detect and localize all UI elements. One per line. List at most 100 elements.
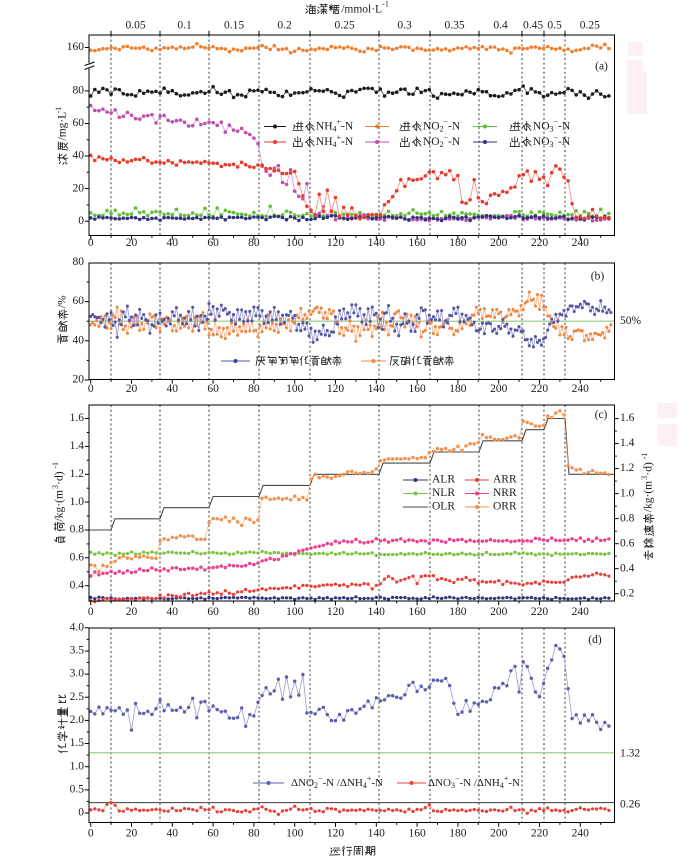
svg-text:OLR: OLR xyxy=(432,501,455,513)
svg-text:160: 160 xyxy=(408,606,426,618)
svg-text:100: 100 xyxy=(286,828,304,840)
svg-text:80: 80 xyxy=(73,256,85,268)
svg-text:1.4: 1.4 xyxy=(620,437,635,449)
svg-text:180: 180 xyxy=(449,828,467,840)
svg-text:·d): ·d) xyxy=(54,471,66,485)
svg-text:40: 40 xyxy=(167,237,179,249)
svg-text:0.26: 0.26 xyxy=(620,798,640,810)
svg-text:0.8: 0.8 xyxy=(620,512,635,524)
svg-text:/kg·(m: /kg·(m xyxy=(643,481,655,512)
svg-text:100: 100 xyxy=(286,237,304,249)
svg-text:160: 160 xyxy=(67,41,85,53)
svg-text:-1: -1 xyxy=(382,0,389,9)
svg-text:/kg·(m: /kg·(m xyxy=(54,490,66,521)
svg-text:(a): (a) xyxy=(595,61,608,73)
svg-text:3.0: 3.0 xyxy=(70,668,85,680)
svg-text:80: 80 xyxy=(73,85,85,97)
svg-text:140: 140 xyxy=(368,828,386,840)
svg-text:140: 140 xyxy=(368,237,386,249)
svg-text:3: 3 xyxy=(640,476,649,480)
svg-text:60: 60 xyxy=(207,828,219,840)
svg-text:ALR: ALR xyxy=(432,474,455,486)
svg-text:80: 80 xyxy=(248,237,260,249)
svg-text:200: 200 xyxy=(490,383,508,395)
svg-text:220: 220 xyxy=(531,606,549,618)
svg-text:NH4+-N: NH4+-N xyxy=(316,133,354,149)
svg-text:3.5: 3.5 xyxy=(70,645,85,657)
svg-text:20: 20 xyxy=(126,237,138,249)
svg-text:40: 40 xyxy=(73,334,85,346)
svg-text:1.32: 1.32 xyxy=(620,748,640,760)
svg-text:80: 80 xyxy=(248,383,260,395)
svg-text:160: 160 xyxy=(408,237,426,249)
svg-text:180: 180 xyxy=(449,606,467,618)
svg-text:160: 160 xyxy=(408,828,426,840)
svg-text:140: 140 xyxy=(368,383,386,395)
svg-text:0: 0 xyxy=(78,215,84,227)
svg-text:0.25: 0.25 xyxy=(334,20,354,32)
svg-text:200: 200 xyxy=(490,606,508,618)
svg-text:/mg·L: /mg·L xyxy=(57,112,69,141)
svg-text:1.6: 1.6 xyxy=(70,412,85,424)
svg-text:240: 240 xyxy=(572,383,590,395)
svg-text:200: 200 xyxy=(490,237,508,249)
svg-text:NRR: NRR xyxy=(493,487,517,499)
svg-text:0: 0 xyxy=(88,828,94,840)
svg-text:NLR: NLR xyxy=(432,487,455,499)
svg-text:1.5: 1.5 xyxy=(70,737,85,749)
svg-text:·d): ·d) xyxy=(643,462,655,476)
svg-text:0.6: 0.6 xyxy=(70,551,85,563)
svg-text:60: 60 xyxy=(73,117,85,129)
svg-text:0.4: 0.4 xyxy=(70,579,85,591)
svg-text:50%: 50% xyxy=(620,315,642,327)
svg-text:2.5: 2.5 xyxy=(70,691,85,703)
svg-text:80: 80 xyxy=(248,606,260,618)
svg-text:ARR: ARR xyxy=(493,474,517,486)
svg-text:60: 60 xyxy=(207,606,219,618)
svg-text:0.4: 0.4 xyxy=(493,20,508,32)
svg-text:0.3: 0.3 xyxy=(397,20,412,32)
svg-text:20: 20 xyxy=(73,374,85,386)
svg-text:(b): (b) xyxy=(591,271,605,283)
svg-text:ΔNO3−-N /ΔNH4+-N: ΔNO3−-N /ΔNH4+-N xyxy=(428,774,520,790)
svg-text:1.2: 1.2 xyxy=(620,462,635,474)
svg-text:60: 60 xyxy=(207,383,219,395)
svg-text:0.5: 0.5 xyxy=(547,20,562,32)
svg-text:40: 40 xyxy=(167,828,179,840)
svg-text:80: 80 xyxy=(248,828,260,840)
svg-text:1.0: 1.0 xyxy=(620,487,635,499)
svg-text:100: 100 xyxy=(286,606,304,618)
svg-text:-1: -1 xyxy=(51,462,60,469)
svg-text:0.2: 0.2 xyxy=(620,587,635,599)
svg-text:160: 160 xyxy=(408,383,426,395)
svg-text:0.8: 0.8 xyxy=(70,524,85,536)
svg-text:220: 220 xyxy=(531,237,549,249)
svg-text:0: 0 xyxy=(88,606,94,618)
svg-text:(c): (c) xyxy=(595,409,608,421)
svg-text:-1: -1 xyxy=(54,107,63,114)
svg-text:ORR: ORR xyxy=(493,501,517,513)
svg-text:0: 0 xyxy=(88,237,94,249)
svg-text:60: 60 xyxy=(73,295,85,307)
svg-text:40: 40 xyxy=(73,150,85,162)
svg-text:40: 40 xyxy=(167,606,179,618)
svg-text:0.6: 0.6 xyxy=(620,537,635,549)
svg-text:4.0: 4.0 xyxy=(70,621,85,633)
svg-text:200: 200 xyxy=(490,828,508,840)
svg-text:NO3−-N: NO3−-N xyxy=(533,117,571,133)
svg-text:NO3−-N: NO3−-N xyxy=(533,133,571,149)
svg-text:0.45: 0.45 xyxy=(523,20,543,32)
svg-text:100: 100 xyxy=(286,383,304,395)
svg-text:NO2−-N: NO2−-N xyxy=(423,117,461,133)
svg-text:20: 20 xyxy=(126,828,138,840)
svg-text:120: 120 xyxy=(327,383,345,395)
svg-text:220: 220 xyxy=(531,828,549,840)
svg-text:0.05: 0.05 xyxy=(125,20,145,32)
svg-text:120: 120 xyxy=(327,237,345,249)
svg-text:3: 3 xyxy=(51,485,60,489)
svg-text:/mmol·L: /mmol·L xyxy=(341,4,382,16)
svg-text:240: 240 xyxy=(572,237,590,249)
svg-text:240: 240 xyxy=(572,606,590,618)
svg-text:ΔNO2−-N /ΔNH4+-N: ΔNO2−-N /ΔNH4+-N xyxy=(291,774,383,790)
svg-text:1.0: 1.0 xyxy=(70,496,85,508)
